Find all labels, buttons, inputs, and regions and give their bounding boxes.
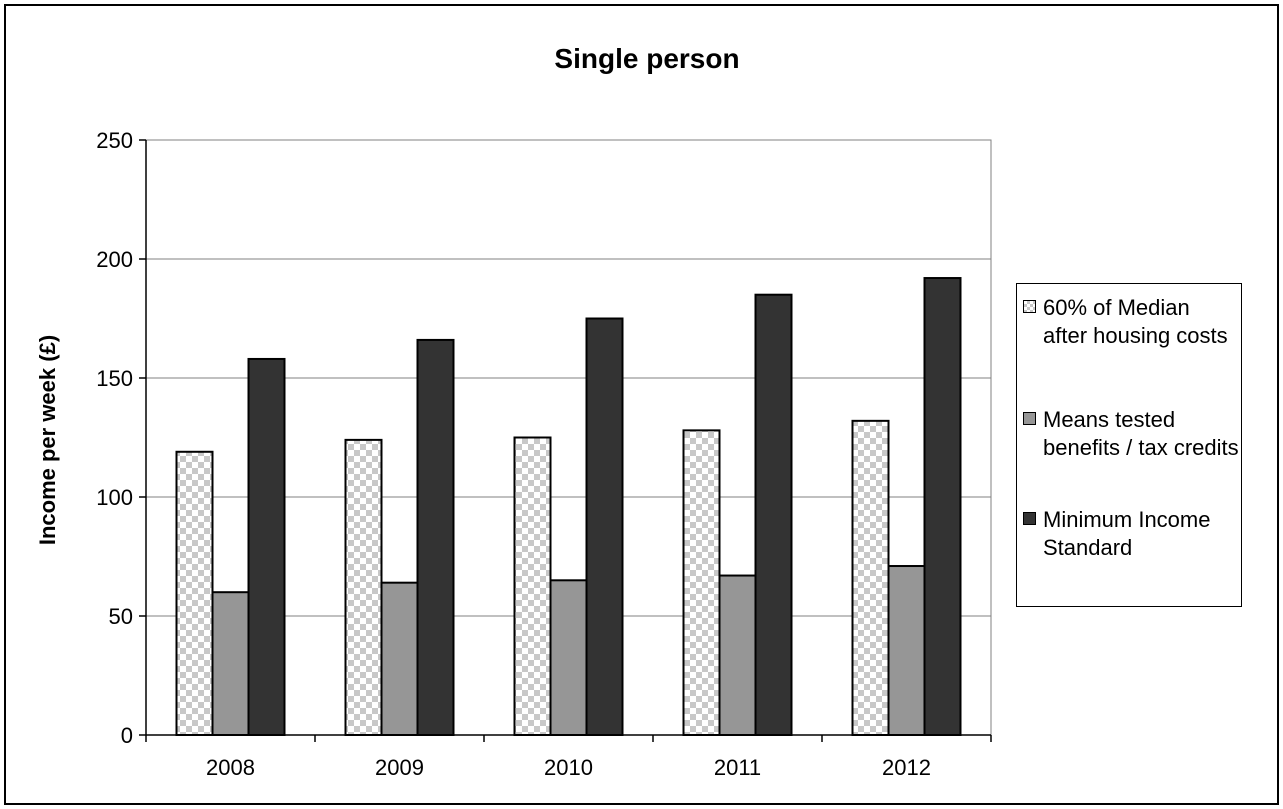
y-axis-label: Income per week (£): [35, 335, 60, 545]
bar-2008-series-1: [175, 450, 214, 736]
bar-2010-series-3: [585, 317, 624, 736]
legend-label-1: 60% of Median after housing costs: [1043, 295, 1228, 348]
y-tick-label-250: 250: [96, 128, 133, 153]
bar-2010-series-2: [549, 579, 588, 736]
bar-2011-series-3: [754, 293, 793, 736]
legend-swatch-3: [1023, 512, 1036, 525]
bar-2012-series-2: [887, 565, 926, 737]
y-tick-label-150: 150: [96, 366, 133, 391]
bar-2008-series-3: [247, 357, 286, 736]
legend-label-3: Minimum Income Standard: [1043, 507, 1211, 560]
bar-2012-series-3: [923, 277, 962, 736]
x-tick-label-2008: 2008: [206, 755, 255, 780]
y-tick-label-0: 0: [121, 723, 133, 748]
y-tick-label-100: 100: [96, 485, 133, 510]
chart-title: Single person: [554, 43, 739, 74]
x-tick-label-2010: 2010: [544, 755, 593, 780]
bar-2010-series-1: [513, 436, 552, 736]
bar-2009-series-3: [416, 338, 455, 736]
bar-2009-series-1: [344, 438, 383, 736]
bar-2008-series-2: [211, 591, 250, 737]
legend: 60% of Median after housing costs Means t…: [1016, 283, 1242, 607]
plot-area: 0 50 100 150 200 250 2008 2009 2010 2011 2012: [96, 128, 992, 780]
legend-label-2: Means tested benefits / tax credits: [1043, 407, 1239, 460]
bar-2011-series-1: [682, 429, 721, 736]
chart-frame: [4, 4, 1279, 805]
legend-swatch-2: [1023, 412, 1036, 425]
bar-2011-series-2: [718, 574, 757, 736]
bar-2012-series-1: [851, 419, 890, 736]
bar-2009-series-2: [380, 581, 419, 736]
legend-swatch-1: [1023, 300, 1036, 313]
x-tick-label-2009: 2009: [375, 755, 424, 780]
x-tick-label-2011: 2011: [714, 755, 761, 780]
y-tick-label-200: 200: [96, 247, 133, 272]
y-tick-label-50: 50: [109, 604, 133, 629]
x-tick-label-2012: 2012: [882, 755, 931, 780]
